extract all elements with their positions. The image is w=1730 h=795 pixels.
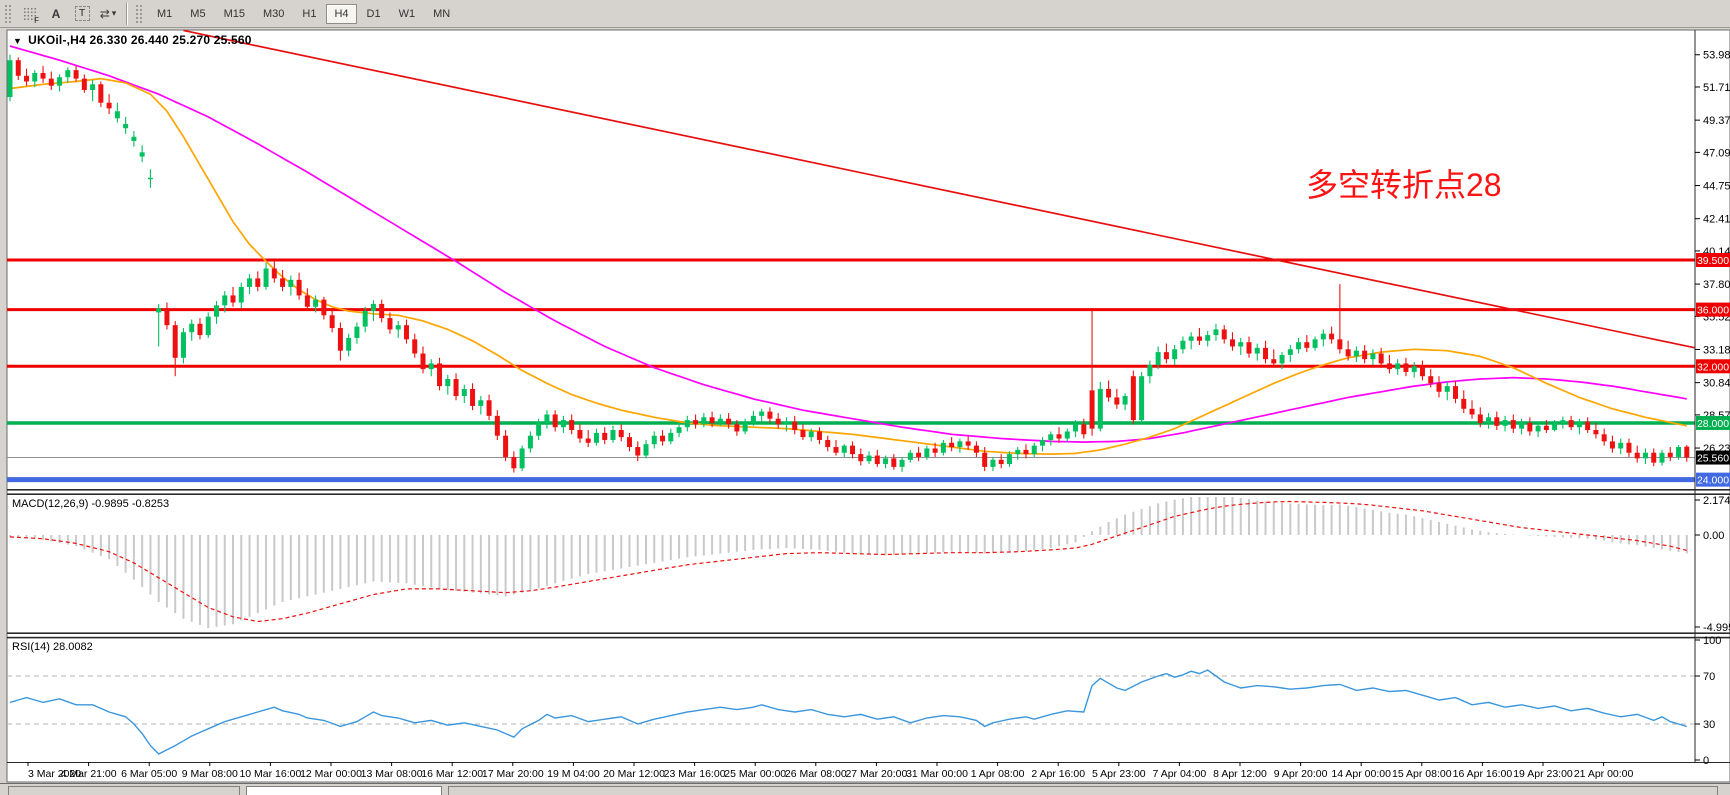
svg-text:0: 0: [1703, 755, 1709, 767]
timeframe-button-M30[interactable]: M30: [262, 7, 285, 20]
svg-text:28.000: 28.000: [1697, 418, 1729, 430]
macd-panel[interactable]: [9, 497, 1688, 628]
svg-text:0.00: 0.00: [1703, 530, 1724, 542]
svg-text:31 Mar 00:00: 31 Mar 00:00: [906, 768, 968, 780]
svg-text:24.000: 24.000: [1697, 475, 1729, 487]
svg-text:12 Mar 00:00: 12 Mar 00:00: [300, 768, 362, 780]
svg-text:37.800: 37.800: [1703, 279, 1730, 291]
svg-text:14 Apr 00:00: 14 Apr 00:00: [1331, 768, 1391, 780]
svg-text:21 Apr 00:00: 21 Apr 00:00: [1574, 768, 1634, 780]
caret-down-icon: ▾: [111, 8, 117, 18]
svg-text:6 Mar 05:00: 6 Mar 05:00: [121, 768, 177, 780]
svg-text:25 Mar 00:00: 25 Mar 00:00: [724, 768, 786, 780]
toolbar-separator: [126, 2, 128, 25]
arrows-icon: ⇄: [99, 6, 110, 21]
svg-text:33.185: 33.185: [1703, 344, 1730, 356]
svg-text:27 Mar 20:00: 27 Mar 20:00: [845, 768, 907, 780]
descending-trendline: [183, 29, 1696, 349]
svg-text:49.370: 49.370: [1703, 115, 1730, 127]
svg-text:-4.9955: -4.9955: [1703, 622, 1730, 634]
timeframe-toolbar: M1 M5 M15 M30 H1 H4 D1 W1 MN: [148, 3, 459, 24]
timeframe-button-M15[interactable]: M15: [223, 7, 245, 20]
svg-text:51.710: 51.710: [1703, 82, 1730, 94]
timeframe-button-H4[interactable]: H4: [326, 3, 357, 24]
toolbar: F A T ⇄ ▾ M1 M5 M15 M30 H1 H4 D1 W1 MN: [0, 0, 1730, 28]
main-price-panel[interactable]: [7, 29, 1696, 483]
svg-text:5 Apr 23:00: 5 Apr 23:00: [1092, 768, 1146, 780]
svg-text:16 Mar 12:00: 16 Mar 12:00: [421, 768, 483, 780]
line-studies-icon[interactable]: ⇄ ▾: [96, 3, 120, 25]
timeframe-button-W1[interactable]: W1: [398, 7, 416, 20]
timeframe-button-M1[interactable]: M1: [157, 7, 173, 20]
svg-text:8 Apr 12:00: 8 Apr 12:00: [1213, 768, 1267, 780]
svg-text:13 Mar 08:00: 13 Mar 08:00: [361, 768, 423, 780]
text-box-icon[interactable]: T: [70, 3, 94, 25]
svg-text:36.000: 36.000: [1697, 305, 1729, 317]
svg-text:3 Mar 2020: 3 Mar 2020: [28, 768, 81, 780]
svg-text:2 Apr 16:00: 2 Apr 16:00: [1031, 768, 1085, 780]
chart-tabs-bar: [0, 783, 1730, 795]
svg-text:47.095: 47.095: [1703, 147, 1730, 159]
timeframe-button-H1[interactable]: H1: [302, 7, 317, 20]
toolbar-drag-handle[interactable]: [4, 3, 13, 24]
chart-tab[interactable]: [8, 786, 240, 795]
svg-text:19 Apr 23:00: 19 Apr 23:00: [1513, 768, 1573, 780]
timeframe-button-M5[interactable]: M5: [190, 7, 206, 20]
ma-slow-magenta-line: [9, 45, 1687, 443]
macd-signal-line: [9, 500, 1687, 623]
chart-tab[interactable]: [246, 786, 442, 795]
rsi-panel[interactable]: [7, 669, 1695, 755]
svg-text:53.985: 53.985: [1703, 50, 1730, 62]
svg-text:10 Mar 16:00: 10 Mar 16:00: [239, 768, 301, 780]
svg-text:15 Apr 08:00: 15 Apr 08:00: [1392, 768, 1452, 780]
price-scale[interactable]: 53.98551.71049.37047.09544.75542.41540.1…: [1695, 50, 1730, 767]
svg-text:32.000: 32.000: [1697, 361, 1729, 373]
svg-text:100: 100: [1703, 635, 1721, 647]
svg-text:19 M 04:00: 19 M 04:00: [547, 768, 600, 780]
svg-text:44.755: 44.755: [1703, 181, 1730, 193]
candles: [7, 54, 1690, 473]
timeframe-drag-handle[interactable]: [135, 3, 144, 24]
svg-text:30.845: 30.845: [1703, 378, 1730, 390]
svg-text:16 Apr 16:00: 16 Apr 16:00: [1453, 768, 1513, 780]
svg-text:23 Mar 16:00: 23 Mar 16:00: [664, 768, 726, 780]
timeframe-button-D1[interactable]: D1: [366, 7, 381, 20]
svg-text:9 Apr 20:00: 9 Apr 20:00: [1274, 768, 1328, 780]
svg-text:70: 70: [1703, 671, 1715, 683]
svg-text:20 Mar 12:00: 20 Mar 12:00: [603, 768, 665, 780]
text-label-icon: T: [74, 6, 90, 21]
svg-text:39.500: 39.500: [1697, 255, 1729, 267]
svg-text:25.560: 25.560: [1697, 453, 1729, 465]
svg-text:9 Mar 08:00: 9 Mar 08:00: [182, 768, 238, 780]
svg-text:26 Mar 08:00: 26 Mar 08:00: [785, 768, 847, 780]
chart-tab[interactable]: [448, 786, 1718, 795]
dot-grid-f-icon[interactable]: F: [18, 3, 42, 25]
letter-a-icon[interactable]: A: [51, 6, 61, 21]
svg-text:42.415: 42.415: [1703, 214, 1730, 226]
svg-text:30: 30: [1703, 719, 1715, 731]
svg-text:1 Apr 08:00: 1 Apr 08:00: [971, 768, 1025, 780]
svg-text:17 Mar 20:00: 17 Mar 20:00: [482, 768, 544, 780]
svg-text:4 Mar 21:00: 4 Mar 21:00: [61, 768, 117, 780]
dot-grid-icon: F: [23, 6, 39, 25]
rsi-line: [9, 669, 1687, 755]
svg-text:2.1745: 2.1745: [1703, 495, 1730, 507]
svg-text:7 Apr 04:00: 7 Apr 04:00: [1153, 768, 1207, 780]
timeframe-button-MN[interactable]: MN: [433, 7, 451, 20]
